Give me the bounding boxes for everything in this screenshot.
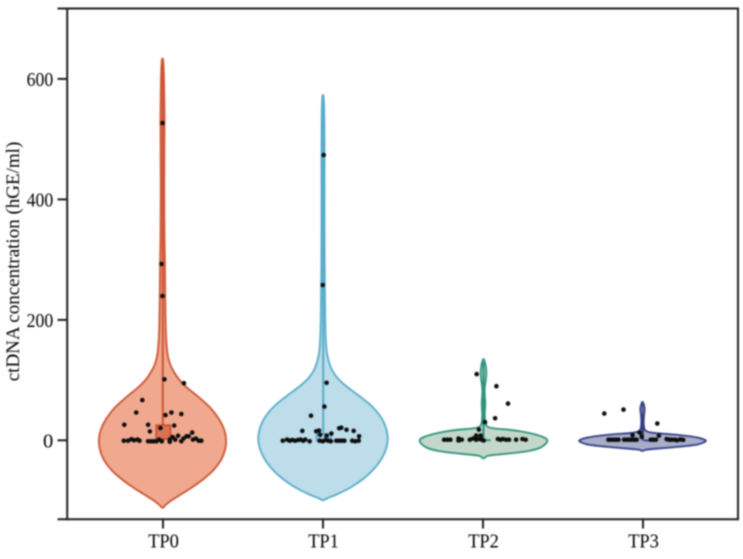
svg-text:600: 600 [27,69,54,91]
svg-text:TP2: TP2 [468,531,499,553]
svg-text:TP1: TP1 [308,531,339,553]
svg-text:0: 0 [43,431,53,453]
svg-text:TP3: TP3 [628,531,659,553]
svg-text:ctDNA concentration (hGE/ml): ctDNA concentration (hGE/ml) [3,142,24,382]
svg-text:200: 200 [27,310,54,332]
svg-text:TP0: TP0 [148,531,179,553]
svg-text:400: 400 [27,190,54,212]
